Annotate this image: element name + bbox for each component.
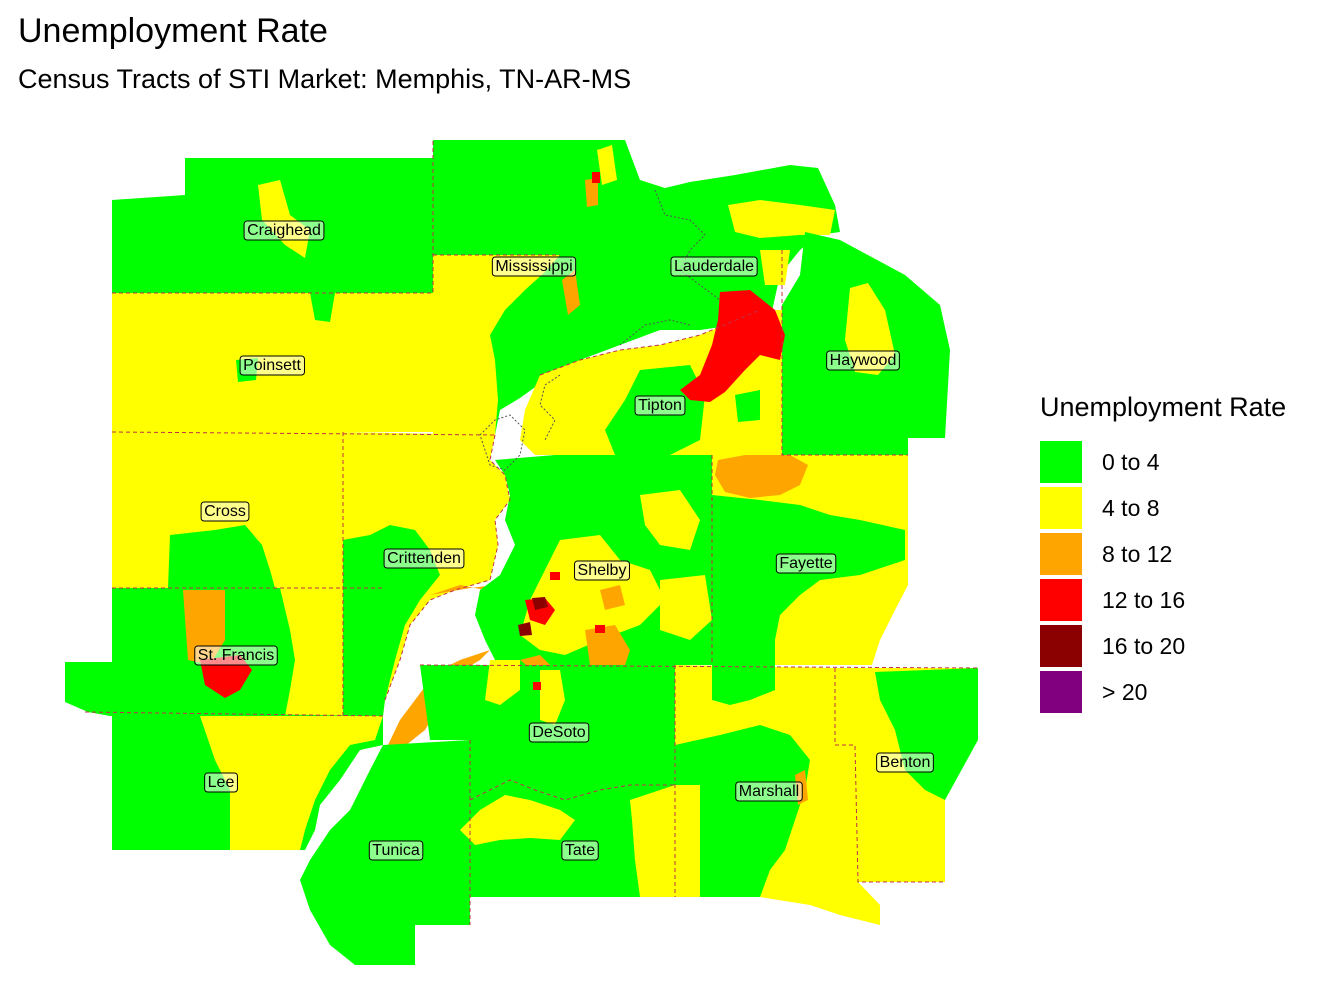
svg-text:Cross: Cross [204, 503, 246, 520]
county-label-tipton: Tipton [634, 395, 686, 416]
county-label-cross: Cross [200, 501, 250, 522]
legend-label: 4 to 8 [1102, 494, 1160, 521]
county-label-lauderdale: Lauderdale [670, 256, 758, 277]
svg-text:Shelby: Shelby [578, 562, 627, 579]
legend-item: > 20 [1040, 669, 1286, 715]
county-borders [84, 140, 979, 925]
svg-text:Haywood: Haywood [830, 352, 897, 369]
legend-swatch [1040, 441, 1082, 483]
legend-title: Unemployment Rate [1040, 392, 1287, 422]
svg-text:Lee: Lee [208, 774, 235, 791]
legend-label: 16 to 20 [1102, 632, 1186, 659]
legend-item: 0 to 4 [1040, 439, 1286, 485]
map-title: Unemployment Rate [18, 12, 328, 50]
county-label-tate: Tate [561, 840, 599, 861]
legend-swatch [1040, 533, 1082, 575]
svg-text:Tipton: Tipton [638, 397, 682, 414]
legend-item: 16 to 20 [1040, 623, 1286, 669]
legend-label: 12 to 16 [1102, 586, 1186, 613]
county-label-fayette: Fayette [775, 553, 837, 574]
legend: Unemployment Rate 0 to 4 4 to 8 8 to 12 12 … [1040, 392, 1286, 715]
svg-text:Fayette: Fayette [779, 555, 832, 572]
legend-swatch [1040, 579, 1082, 621]
svg-text:DeSoto: DeSoto [532, 724, 585, 741]
county-labels: Craighead Mississippi Lauderdale Poinsett Ha… [194, 220, 934, 861]
svg-text:Lauderdale: Lauderdale [674, 258, 754, 275]
county-label-haywood: Haywood [826, 350, 900, 371]
legend-swatch [1040, 625, 1082, 667]
svg-text:Benton: Benton [880, 754, 931, 771]
legend-label: 8 to 12 [1102, 540, 1173, 567]
svg-text:Tate: Tate [565, 842, 595, 859]
county-label-st-francis: St. Francis [194, 645, 278, 666]
svg-text:Poinsett: Poinsett [243, 357, 301, 374]
county-label-crittenden: Crittenden [383, 548, 465, 569]
legend-label: > 20 [1102, 678, 1148, 705]
legend-swatch [1040, 671, 1082, 713]
county-label-marshall: Marshall [735, 781, 803, 802]
legend-item: 4 to 8 [1040, 485, 1286, 531]
county-label-benton: Benton [876, 752, 934, 773]
county-label-mississippi: Mississippi [491, 256, 577, 277]
svg-text:Craighead: Craighead [247, 222, 321, 239]
svg-text:Crittenden: Crittenden [387, 550, 461, 567]
county-label-desoto: DeSoto [528, 722, 590, 743]
map-subtitle: Census Tracts of STI Market: Memphis, TN… [18, 64, 632, 94]
legend-item: 12 to 16 [1040, 577, 1286, 623]
county-label-craighead: Craighead [243, 220, 325, 241]
svg-text:St. Francis: St. Francis [198, 647, 274, 664]
legend-item: 8 to 12 [1040, 531, 1286, 577]
county-label-shelby: Shelby [574, 560, 630, 581]
county-label-tunica: Tunica [368, 840, 424, 861]
svg-text:Tunica: Tunica [372, 842, 420, 859]
river-outline [479, 189, 721, 471]
svg-text:Marshall: Marshall [739, 783, 799, 800]
legend-label: 0 to 4 [1102, 448, 1160, 475]
county-label-poinsett: Poinsett [239, 355, 305, 376]
county-label-lee: Lee [204, 772, 238, 793]
svg-text:Mississippi: Mississippi [495, 258, 572, 275]
legend-swatch [1040, 487, 1082, 529]
